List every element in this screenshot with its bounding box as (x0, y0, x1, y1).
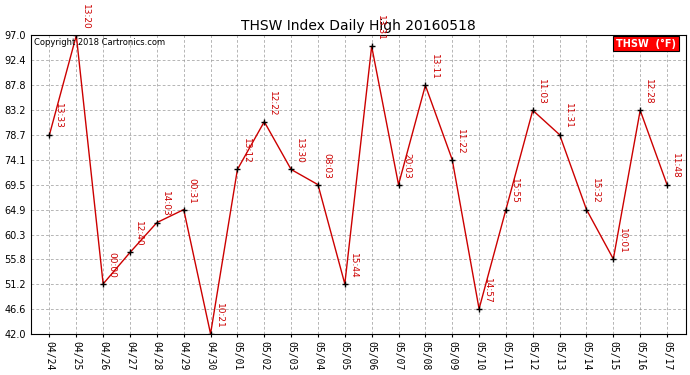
Text: 11:31: 11:31 (564, 103, 573, 129)
Text: 15:55: 15:55 (510, 178, 519, 204)
Text: THSW  (°F): THSW (°F) (616, 39, 676, 48)
Text: 11:22: 11:22 (456, 129, 465, 154)
Text: 13:20: 13:20 (81, 4, 90, 30)
Text: 13:12: 13:12 (241, 138, 250, 164)
Text: 10:01: 10:01 (618, 228, 627, 254)
Text: 12:28: 12:28 (644, 79, 653, 105)
Text: 14:03: 14:03 (161, 191, 170, 217)
Text: Copyright 2018 Cartronics.com: Copyright 2018 Cartronics.com (34, 39, 165, 48)
Text: 12:22: 12:22 (268, 91, 277, 116)
Text: 13:33: 13:33 (54, 103, 63, 129)
Text: 08:03: 08:03 (322, 153, 331, 179)
Text: 20:03: 20:03 (403, 153, 412, 179)
Text: 14:57: 14:57 (483, 278, 492, 303)
Title: THSW Index Daily High 20160518: THSW Index Daily High 20160518 (241, 19, 475, 33)
Text: 13:31: 13:31 (376, 15, 385, 41)
Text: 11:48: 11:48 (671, 153, 680, 179)
Text: 15:44: 15:44 (349, 253, 358, 278)
Text: 10:21: 10:21 (215, 303, 224, 328)
Text: 15:32: 15:32 (591, 178, 600, 204)
Text: 12:40: 12:40 (134, 221, 143, 247)
Text: 13:11: 13:11 (430, 54, 439, 80)
Text: 13:30: 13:30 (295, 138, 304, 164)
Text: 11:03: 11:03 (537, 79, 546, 105)
Text: 00:31: 00:31 (188, 178, 197, 204)
Text: 00:00: 00:00 (108, 252, 117, 278)
